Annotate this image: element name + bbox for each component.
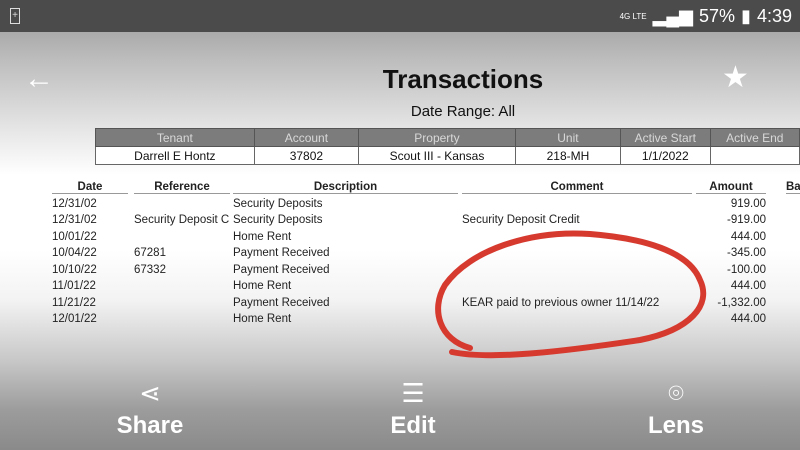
cell-date: 11/21/22 xyxy=(52,296,96,309)
cell-comment: Security Deposit Credit xyxy=(462,214,580,226)
sliders-icon: ☰ xyxy=(401,378,425,408)
more-options-icon[interactable]: ⋮ xyxy=(790,54,800,82)
col-date: Date xyxy=(52,181,128,194)
active-end xyxy=(709,146,800,165)
share-button[interactable]: ⋖ Share xyxy=(90,378,210,440)
page-title: Transactions xyxy=(382,64,544,94)
col-reference: Reference xyxy=(134,181,230,194)
cell-description: Payment Received xyxy=(233,263,330,276)
cell-date: 12/01/22 xyxy=(52,313,97,325)
col-amount: Amount xyxy=(696,181,766,194)
clock: 4:39 xyxy=(756,6,792,26)
signal-icon: ▂▄▆ xyxy=(652,6,694,26)
lens-icon: ⌾ xyxy=(668,378,684,408)
cell-amount: 444.00 xyxy=(730,280,766,292)
back-arrow-icon[interactable]: ← xyxy=(24,62,54,95)
col-comment: Comment xyxy=(462,181,692,194)
cell-reference: Security Deposit C xyxy=(134,214,230,226)
edit-button[interactable]: ☰ Edit xyxy=(353,378,473,440)
status-bar: + 4G LTE ▂▄▆ 57% ▮ 4:39 xyxy=(0,0,800,32)
battery-saver-icon: + xyxy=(10,8,20,24)
cell-amount: -345.00 xyxy=(726,247,766,259)
lens-label: Lens xyxy=(647,412,704,439)
battery-percent: 57% xyxy=(699,6,736,26)
cell-description: Home Rent xyxy=(233,313,292,325)
col-account: Account xyxy=(253,128,360,147)
cell-date: 11/01/22 xyxy=(52,280,96,292)
cell-amount: -1,332.00 xyxy=(717,296,766,309)
property-name: Scout III - Kansas xyxy=(358,146,516,165)
cell-description: Security Deposits xyxy=(233,197,323,210)
active-start: 1/1/2022 xyxy=(620,146,711,165)
share-label: Share xyxy=(116,412,184,439)
share-icon: ⋖ xyxy=(139,378,161,408)
cell-comment: KEAR paid to previous owner 11/14/22 xyxy=(462,296,660,309)
cell-amount: 444.00 xyxy=(730,313,766,325)
account-number: 37802 xyxy=(253,146,360,165)
cell-description: Payment Received xyxy=(233,247,330,259)
cell-amount: -919.00 xyxy=(726,214,766,226)
cell-amount: -100.00 xyxy=(726,263,766,276)
cell-date: 12/31/02 xyxy=(52,214,97,226)
edit-label: Edit xyxy=(390,412,436,439)
cell-reference: 67332 xyxy=(134,263,166,276)
unit: 218-MH xyxy=(514,146,622,165)
cell-date: 10/01/22 xyxy=(52,230,97,243)
date-range: Date Range: All xyxy=(410,103,516,120)
cell-description: Security Deposits xyxy=(233,214,323,226)
lens-button[interactable]: ⌾ Lens xyxy=(616,378,736,440)
network-icon: 4G LTE xyxy=(619,11,647,21)
col-active-end: Active End xyxy=(709,128,800,147)
cell-date: 10/10/22 xyxy=(52,263,97,276)
cell-description: Home Rent xyxy=(233,230,292,243)
col-property: Property xyxy=(358,128,516,147)
cell-date: 12/31/02 xyxy=(52,197,97,210)
cell-description: Payment Received xyxy=(233,296,330,309)
cell-date: 10/04/22 xyxy=(52,247,97,259)
cell-amount: 444.00 xyxy=(730,230,766,243)
col-balance: Ba xyxy=(786,181,800,194)
cell-description: Home Rent xyxy=(233,280,292,292)
battery-icon: ▮ xyxy=(741,6,751,26)
tenant-table: Tenant Account Property Unit Active Star… xyxy=(95,128,800,165)
tenant-name: Darrell E Hontz xyxy=(95,146,255,165)
star-icon[interactable]: ★ xyxy=(722,61,749,94)
col-tenant: Tenant xyxy=(95,128,255,147)
cell-reference: 67281 xyxy=(134,247,166,259)
cell-amount: 919.00 xyxy=(730,197,766,210)
col-description: Description xyxy=(233,181,458,194)
